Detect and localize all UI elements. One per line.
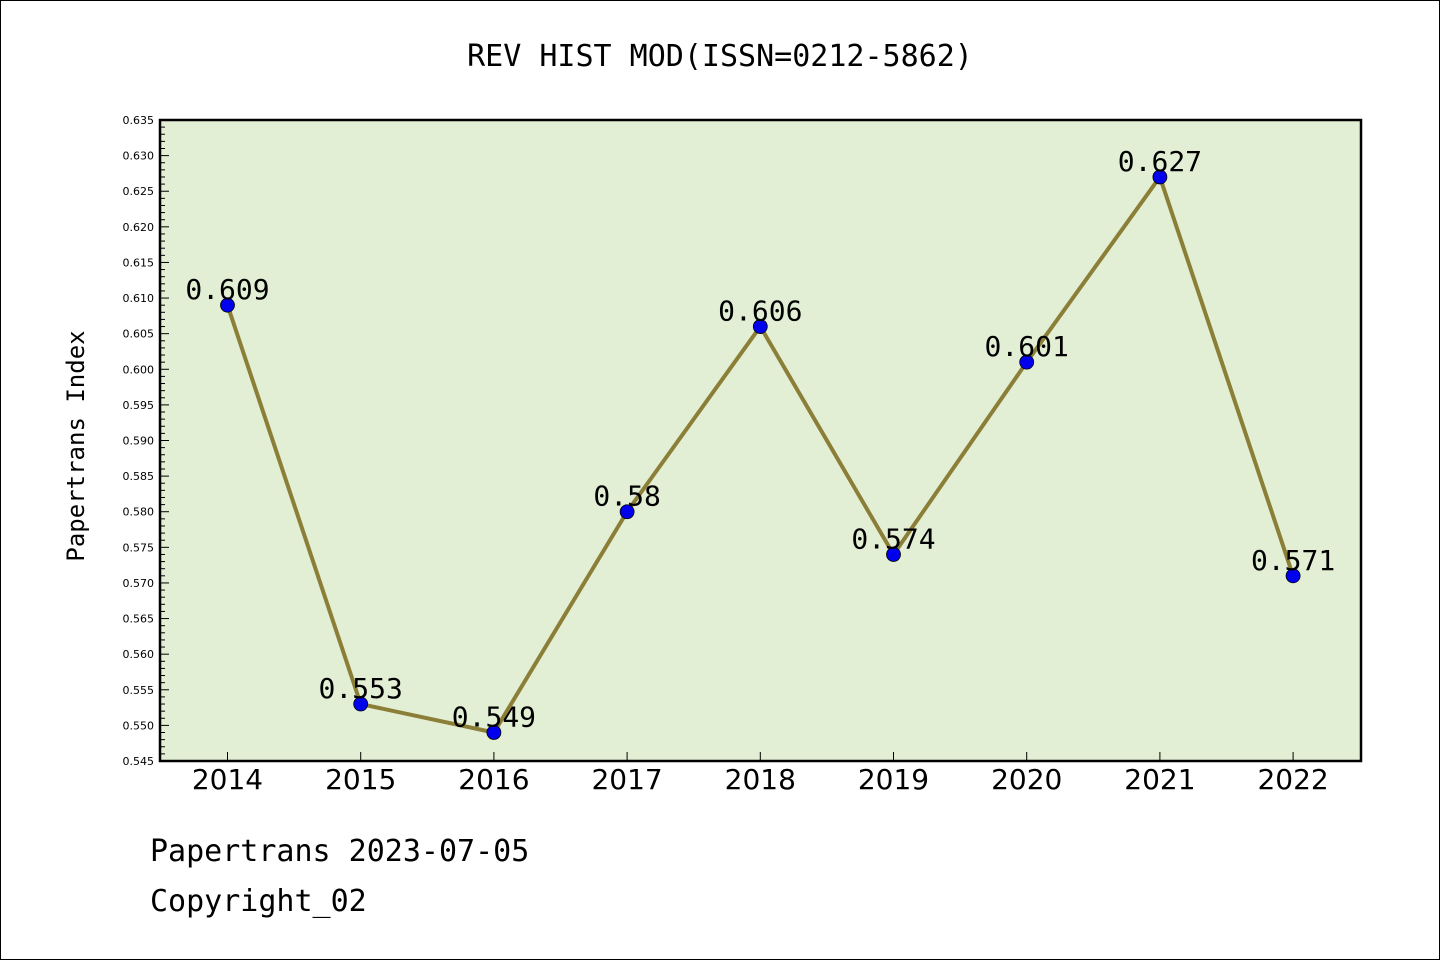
data-point xyxy=(1152,169,1168,185)
y-tick-label: 0.565 xyxy=(123,613,155,626)
y-tick-label: 0.610 xyxy=(123,292,155,305)
plot-area: 0.5450.5500.5550.5600.5650.5700.5750.580… xyxy=(123,114,1363,796)
x-tick-label: 2014 xyxy=(192,763,263,796)
data-point xyxy=(1019,354,1035,370)
footer-date-label: Papertrans 2023-07-05 xyxy=(150,834,530,869)
y-tick-label: 0.575 xyxy=(123,541,155,554)
y-tick-label: 0.550 xyxy=(123,719,155,732)
y-tick-label: 0.635 xyxy=(123,114,155,127)
data-label: 0.571 xyxy=(1251,544,1335,577)
data-point xyxy=(619,504,635,520)
y-tick-label: 0.630 xyxy=(123,150,155,163)
x-tick-label: 2019 xyxy=(858,763,929,796)
data-point xyxy=(220,297,235,313)
data-point xyxy=(486,725,502,740)
y-tick-label: 0.560 xyxy=(123,648,155,661)
x-tick-label: 2017 xyxy=(591,763,662,796)
chart-title: REV HIST MOD(ISSN=0212-5862) xyxy=(467,39,973,74)
plot-border xyxy=(158,118,1363,763)
y-tick-label: 0.570 xyxy=(123,577,155,590)
y-tick-label: 0.620 xyxy=(123,221,155,234)
plot-background xyxy=(160,120,1361,761)
x-tick-label: 2015 xyxy=(325,763,396,796)
y-tick-label: 0.545 xyxy=(123,755,155,768)
data-point xyxy=(1285,568,1301,584)
y-tick-label: 0.580 xyxy=(123,506,155,519)
y-tick-label: 0.555 xyxy=(123,684,155,697)
data-label: 0.549 xyxy=(452,701,536,734)
data-label: 0.627 xyxy=(1118,145,1202,178)
y-tick-label: 0.615 xyxy=(123,256,155,269)
x-tick-label: 2020 xyxy=(991,763,1062,796)
data-label: 0.609 xyxy=(185,273,269,306)
data-label: 0.574 xyxy=(851,522,935,555)
x-tick-label: 2018 xyxy=(725,763,796,796)
data-label: 0.553 xyxy=(319,672,403,705)
y-tick-label: 0.585 xyxy=(123,470,155,483)
data-point xyxy=(353,696,369,712)
data-label: 0.58 xyxy=(593,480,660,513)
y-axis-label: Papertrans Index xyxy=(62,330,90,561)
data-point xyxy=(752,319,768,334)
data-label: 0.606 xyxy=(718,295,802,328)
data-point xyxy=(886,547,901,562)
y-tick-label: 0.625 xyxy=(123,185,155,198)
y-tick-label: 0.605 xyxy=(123,328,155,341)
y-tick-label: 0.595 xyxy=(123,399,155,412)
data-label: 0.601 xyxy=(985,330,1069,363)
footer-copyright-label: Copyright_02 xyxy=(150,884,367,919)
x-tick-label: 2022 xyxy=(1257,763,1328,796)
y-tick-label: 0.590 xyxy=(123,435,155,448)
x-tick-label: 2021 xyxy=(1124,763,1195,796)
y-tick-label: 0.600 xyxy=(123,363,155,376)
x-tick-label: 2016 xyxy=(458,763,529,796)
